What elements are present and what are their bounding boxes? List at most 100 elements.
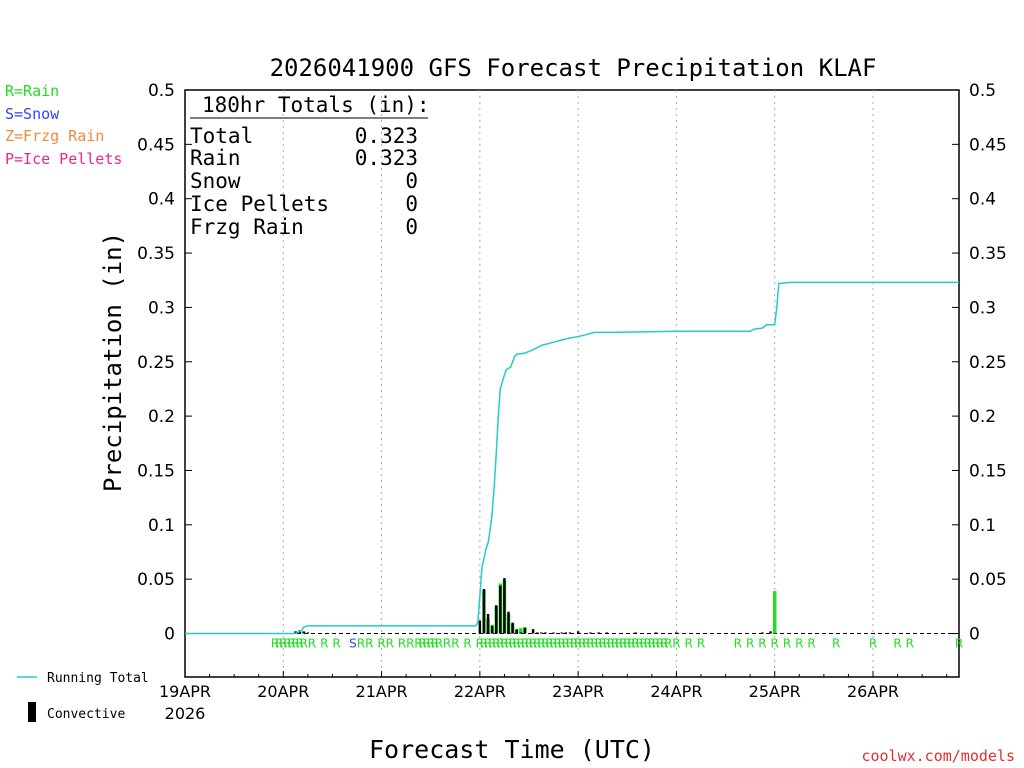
precip-type-marker: R bbox=[418, 637, 426, 651]
precip-type-marker: R bbox=[623, 637, 631, 651]
y-axis-right: 0 0.05 0.1 0.15 0.2 0.25 0.3 0.35 0.4 0.45 0.5 bbox=[952, 81, 1007, 645]
precip-type-marker: R bbox=[508, 637, 516, 651]
convective-bar bbox=[605, 632, 609, 634]
convective-bar bbox=[531, 629, 535, 634]
y-tick-label-right: 0 bbox=[969, 625, 980, 645]
convective-bar bbox=[495, 605, 498, 634]
precip-type-marker: R bbox=[275, 637, 283, 651]
precip-type-marker: R bbox=[300, 637, 308, 651]
y-tick-label-right: 0.5 bbox=[969, 81, 996, 101]
convective-bar bbox=[544, 632, 547, 634]
precip-type-marker: R bbox=[476, 637, 484, 651]
precip-type-marker: R bbox=[513, 637, 521, 651]
precip-type-marker: R bbox=[271, 637, 279, 651]
precip-type-marker: R bbox=[533, 637, 541, 651]
y-tick-label-left: 0.45 bbox=[137, 135, 175, 155]
convective-bar bbox=[675, 632, 678, 634]
convective-bar bbox=[535, 632, 539, 634]
x-tick-label: 22APR bbox=[454, 682, 506, 701]
convective-bar bbox=[540, 632, 543, 634]
precip-type-marker: R bbox=[291, 637, 299, 651]
precip-type-marker: R bbox=[656, 637, 664, 651]
convective-bar bbox=[302, 631, 305, 634]
precip-type-marker: R bbox=[517, 637, 525, 651]
precip-type-marker: R bbox=[386, 637, 394, 651]
x-tick-label: 24APR bbox=[650, 682, 702, 701]
precip-type-marker: R bbox=[549, 637, 557, 651]
convective-bars bbox=[294, 578, 772, 634]
precip-type-marker: R bbox=[480, 637, 488, 651]
precip-type-marker: R bbox=[795, 637, 803, 651]
convective-bar bbox=[589, 632, 592, 634]
precip-type-marker: R bbox=[611, 637, 619, 651]
x-tick-label: 26APR bbox=[847, 682, 899, 701]
legend-ice-pellets: P=Ice Pellets bbox=[5, 150, 122, 168]
totals-label-snow: Snow bbox=[190, 169, 241, 193]
y-tick-label-left: 0.35 bbox=[137, 244, 175, 264]
y-tick-label-right: 0.2 bbox=[969, 407, 996, 427]
precip-type-marker: R bbox=[631, 637, 639, 651]
x-tick-label: 25APR bbox=[749, 682, 801, 701]
plot-frame bbox=[184, 89, 960, 678]
x-axis: 19APR 2026 20APR 21APR 22APR 23APR 24APR 25APR 2… bbox=[159, 671, 948, 723]
y-tick-label-right: 0.15 bbox=[969, 461, 1007, 481]
precip-type-marker: R bbox=[783, 637, 791, 651]
bottom-legend: Running Total Convective bbox=[17, 671, 149, 722]
precip-type-marker: R bbox=[365, 637, 373, 651]
precip-type-marker: R bbox=[406, 637, 414, 651]
y-tick-label-left: 0.2 bbox=[148, 407, 175, 427]
convective-bar bbox=[499, 585, 502, 634]
precip-type-marker: R bbox=[697, 637, 705, 651]
totals-value-ice-pellets: 0 bbox=[405, 192, 418, 216]
legend-snow: S=Snow bbox=[5, 105, 60, 123]
convective-bar bbox=[511, 622, 514, 634]
precip-type-marker: R bbox=[443, 637, 451, 651]
precip-type-marker: R bbox=[553, 637, 561, 651]
precip-type-marker: R bbox=[541, 637, 549, 651]
precip-type-marker: R bbox=[574, 637, 582, 651]
precip-type-marker: R bbox=[664, 637, 672, 651]
convective-bar bbox=[523, 628, 527, 634]
y-tick-label-left: 0 bbox=[164, 625, 175, 645]
precip-type-marker: R bbox=[603, 637, 611, 651]
precip-type-marker: R bbox=[607, 637, 615, 651]
precip-type-marker: R bbox=[398, 637, 406, 651]
y-tick-label-right: 0.25 bbox=[969, 353, 1007, 373]
precip-type-marker: R bbox=[295, 637, 303, 651]
running-total-line bbox=[185, 281, 959, 635]
precip-type-marker: R bbox=[672, 637, 680, 651]
precip-type-marker: R bbox=[496, 637, 504, 651]
precip-type-marker: R bbox=[586, 637, 594, 651]
precip-type-marker: R bbox=[504, 637, 512, 651]
legend-rain: R=Rain bbox=[5, 82, 59, 100]
convective-bar bbox=[761, 632, 764, 634]
precip-type-marker: R bbox=[558, 637, 566, 651]
precip-type-marker: R bbox=[652, 637, 660, 651]
convective-bar bbox=[568, 632, 572, 634]
precip-type-marker: R bbox=[435, 637, 443, 651]
totals-value-total: 0.323 bbox=[355, 124, 418, 148]
precip-type-marker: R bbox=[422, 637, 430, 651]
totals-label-total: Total bbox=[190, 124, 253, 148]
y-tick-label-right: 0.05 bbox=[969, 570, 1007, 590]
precip-type-marker: R bbox=[635, 637, 643, 651]
x-tick-label: 23APR bbox=[552, 682, 604, 701]
precip-type-marker: R bbox=[627, 637, 635, 651]
precip-type-marker: R bbox=[869, 637, 877, 651]
convective-bar bbox=[576, 631, 580, 634]
y-tick-label-left: 0.5 bbox=[148, 81, 175, 101]
precip-type-marker: R bbox=[566, 637, 574, 651]
precip-type-marker: R bbox=[320, 637, 328, 651]
y-tick-label-right: 0.4 bbox=[969, 190, 996, 210]
precip-type-marker: R bbox=[488, 637, 496, 651]
y-tick-label-right: 0.3 bbox=[969, 298, 996, 318]
x-tick-sublabel: 2026 bbox=[165, 704, 206, 723]
precip-type-marker: R bbox=[594, 637, 602, 651]
legend-freezing-rain: Z=Frzg Rain bbox=[5, 127, 104, 145]
precip-type-marker: R bbox=[734, 637, 742, 651]
y-tick-label-left: 0.3 bbox=[148, 298, 175, 318]
precip-type-legend: R=Rain S=Snow Z=Frzg Rain P=Ice Pellets bbox=[5, 82, 122, 168]
totals-label-rain: Rain bbox=[190, 146, 241, 170]
convective-bar bbox=[294, 631, 297, 634]
